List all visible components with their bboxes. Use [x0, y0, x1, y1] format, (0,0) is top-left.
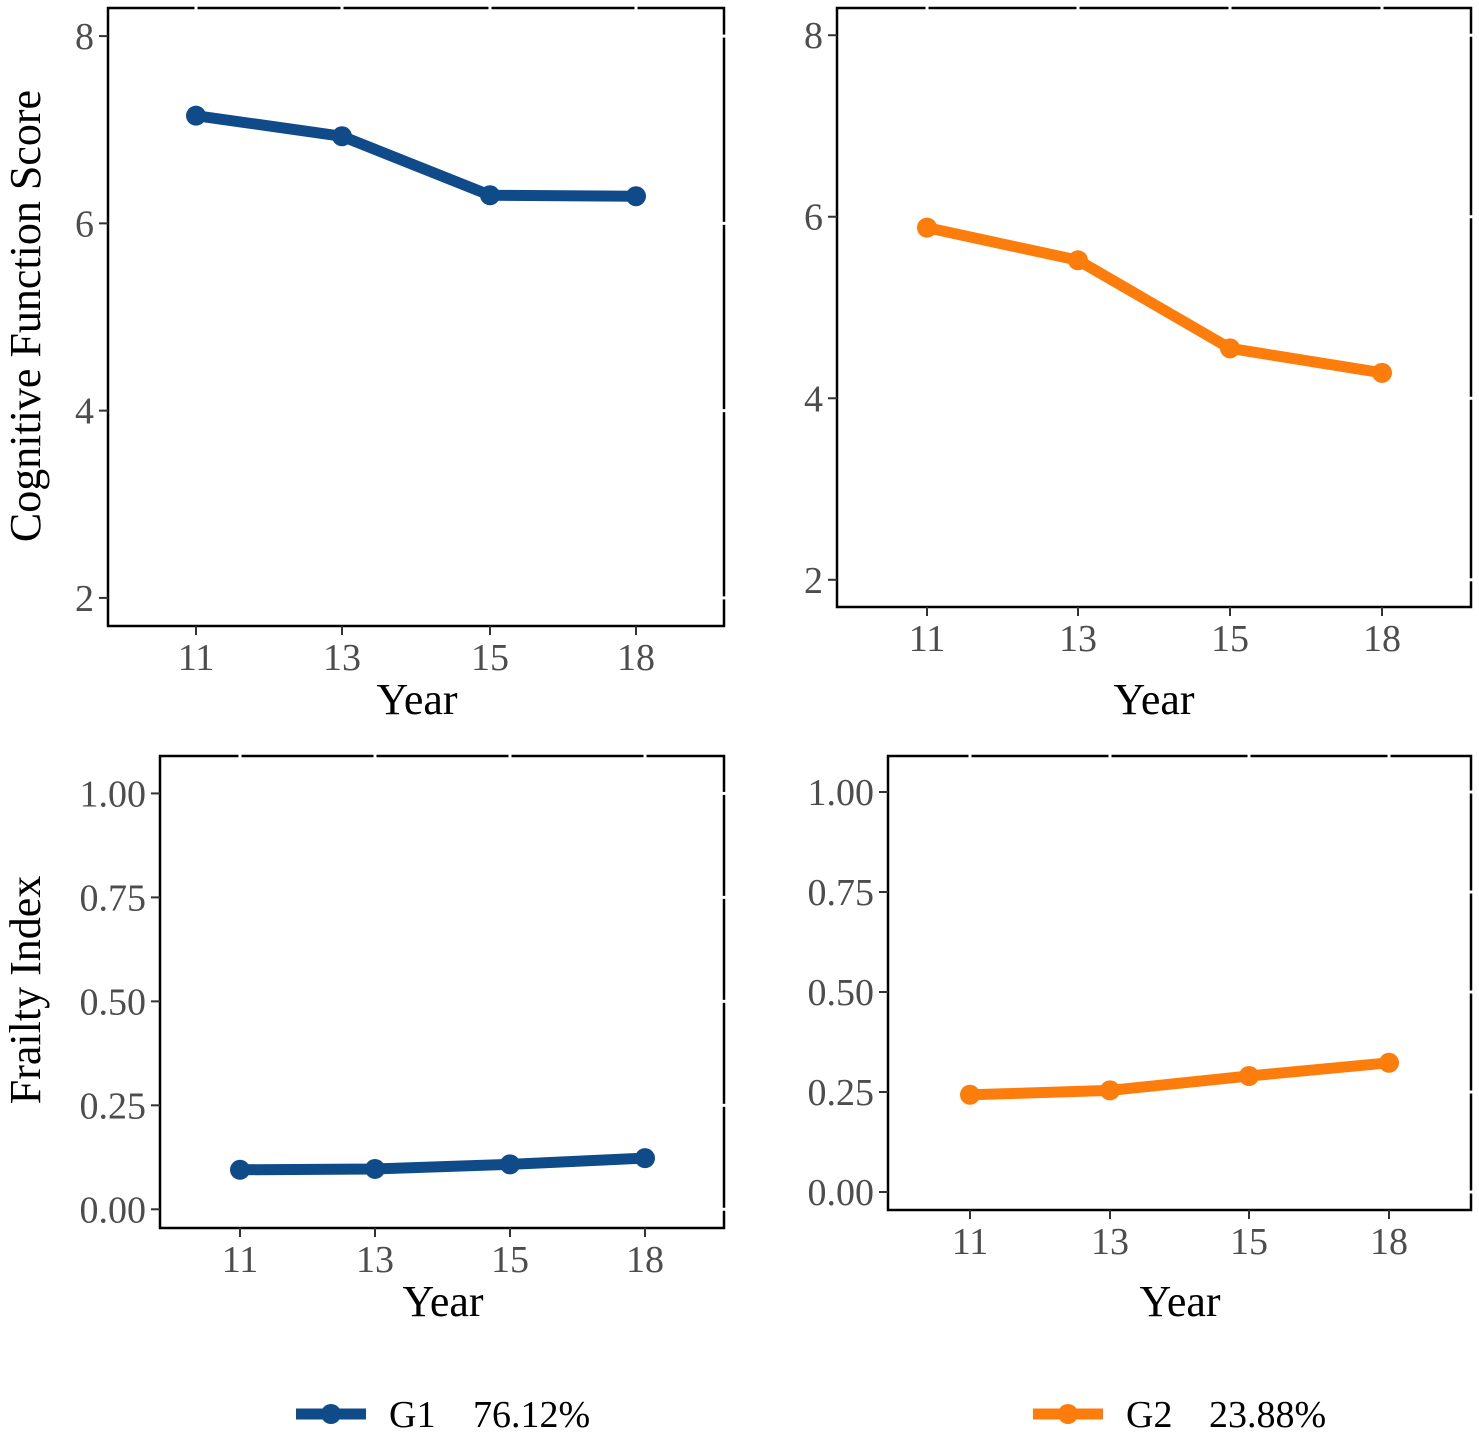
data-point — [1372, 362, 1392, 383]
data-point — [365, 1158, 385, 1179]
y-tick-label: 0.00 — [808, 1172, 875, 1214]
x-axis-title: Year — [1139, 1277, 1220, 1326]
data-point — [626, 186, 646, 207]
y-tick-label: 0.50 — [80, 981, 147, 1023]
y-tick-label: 1.00 — [80, 773, 147, 815]
data-point — [186, 105, 206, 126]
legend-percent-g2: 23.88% — [1209, 1394, 1326, 1434]
x-tick-label: 13 — [1059, 618, 1097, 660]
x-tick-label: 11 — [952, 1221, 989, 1263]
plot-frame — [158, 754, 726, 1230]
x-tick-label: 18 — [1363, 618, 1401, 660]
y-axis-title-cognitive: Cognitive Function Score — [1, 90, 50, 542]
series-line-g1 — [190, 110, 642, 202]
frailty-g2-panel: Year 0.00 0.25 0.50 0.75 1.00 11 13 15 18 — [808, 754, 1473, 1326]
y-tick-label: 8 — [75, 16, 94, 58]
x-tick-label: 18 — [617, 637, 655, 679]
legend-item-g1: G1 76.12% — [296, 1394, 590, 1434]
cognitive-g1-panel: Cognitive Function Score Year 2 4 6 8 11 13 15… — [1, 6, 726, 724]
y-axis-title-frailty: Frailty Index — [1, 876, 50, 1105]
x-axis-title: Year — [402, 1277, 483, 1326]
x-tick-label: 18 — [626, 1239, 664, 1281]
cognitive-g2-panel: Year 2 4 6 8 11 13 15 18 — [804, 6, 1473, 724]
y-tick-label: 6 — [75, 203, 94, 245]
series-line-g1 — [234, 1152, 651, 1176]
y-tick-label: 0.75 — [808, 872, 875, 914]
y-tick-label: 0.50 — [808, 972, 875, 1014]
data-point — [960, 1084, 980, 1105]
data-point — [332, 126, 352, 147]
y-tick-label: 4 — [804, 378, 823, 420]
legend-marker-g2 — [1058, 1404, 1078, 1424]
y-tick-label: 2 — [804, 560, 823, 602]
y-tick-label: 0.25 — [808, 1072, 875, 1114]
y-tick-label: 0.75 — [80, 877, 147, 919]
frailty-g1-panel: Frailty Index Year 0.00 0.25 0.50 0.75 1.00 1… — [1, 754, 726, 1326]
legend-label-g2: G2 — [1126, 1394, 1172, 1434]
data-point — [1068, 250, 1088, 271]
x-tick-label: 15 — [1211, 618, 1249, 660]
y-tick-label: 0.00 — [80, 1189, 147, 1231]
y-tick-label: 8 — [804, 15, 823, 57]
data-point — [1100, 1080, 1120, 1101]
y-tick-label: 2 — [75, 578, 94, 620]
x-tick-label: 13 — [323, 637, 361, 679]
data-point — [1379, 1052, 1399, 1073]
x-tick-label: 11 — [222, 1239, 259, 1281]
legend-marker-g1 — [321, 1404, 341, 1424]
x-tick-label: 13 — [1091, 1221, 1129, 1263]
x-tick-label: 18 — [1370, 1221, 1408, 1263]
x-axis-title: Year — [1113, 675, 1194, 724]
data-point — [1239, 1066, 1259, 1086]
x-tick-label: 15 — [491, 1239, 529, 1281]
y-tick-label: 0.25 — [80, 1085, 147, 1127]
x-tick-label: 15 — [1230, 1221, 1268, 1263]
x-tick-label: 11 — [178, 637, 215, 679]
series-line-g2 — [964, 1057, 1395, 1101]
y-tick-label: 6 — [804, 197, 823, 239]
legend-item-g2: G2 23.88% — [1033, 1394, 1326, 1434]
x-tick-label: 13 — [356, 1239, 394, 1281]
legend-label-g1: G1 — [389, 1394, 435, 1434]
data-point — [480, 185, 500, 206]
x-tick-label: 11 — [909, 618, 946, 660]
x-tick-label: 15 — [471, 637, 509, 679]
y-tick-label: 1.00 — [808, 772, 875, 814]
plot-frame — [106, 6, 726, 628]
data-point — [635, 1148, 655, 1169]
data-point — [1220, 338, 1240, 359]
y-tick-label: 4 — [75, 391, 94, 433]
legend-percent-g1: 76.12% — [473, 1394, 590, 1434]
series-line-g2 — [921, 222, 1388, 379]
data-point — [917, 217, 937, 238]
data-point — [230, 1159, 250, 1180]
x-axis-title: Year — [376, 675, 457, 724]
plot-frame — [886, 754, 1473, 1212]
legend: G1 76.12% G2 23.88% — [296, 1394, 1326, 1434]
data-point — [500, 1154, 520, 1175]
plot-frame — [835, 6, 1473, 609]
